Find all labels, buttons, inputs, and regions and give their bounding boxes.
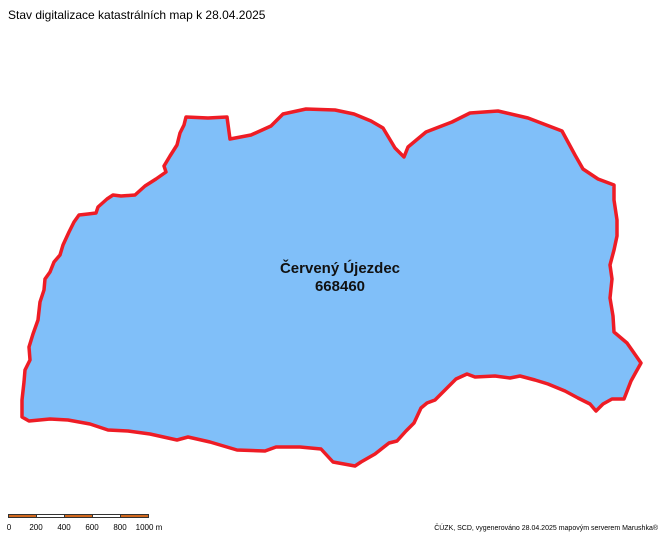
cadastral-territory-polygon[interactable] xyxy=(20,107,643,468)
scale-segment xyxy=(64,514,93,518)
scale-tick-label: 200 xyxy=(29,523,43,532)
map-title: Stav digitalizace katastrálních map k 28… xyxy=(8,8,266,22)
scale-tick-label: 800 xyxy=(113,523,127,532)
scale-segment xyxy=(120,514,149,518)
scale-tick-label: 1000 m xyxy=(135,523,163,532)
territory-name-label: Červený Újezdec xyxy=(280,259,400,277)
scale-segment xyxy=(92,514,121,518)
scale-bar: 0 200 400 600 800 1000 m xyxy=(6,514,162,536)
scale-tick-label: 600 xyxy=(85,523,99,532)
scale-segment xyxy=(8,514,37,518)
territory-code-label: 668460 xyxy=(315,278,365,295)
map-attribution: ČÚZK, SCD, vygenerováno 28.04.2025 mapov… xyxy=(434,525,658,532)
scale-tick-label: 400 xyxy=(57,523,71,532)
scale-tick-label: 0 xyxy=(6,523,12,532)
scale-segment xyxy=(36,514,65,518)
